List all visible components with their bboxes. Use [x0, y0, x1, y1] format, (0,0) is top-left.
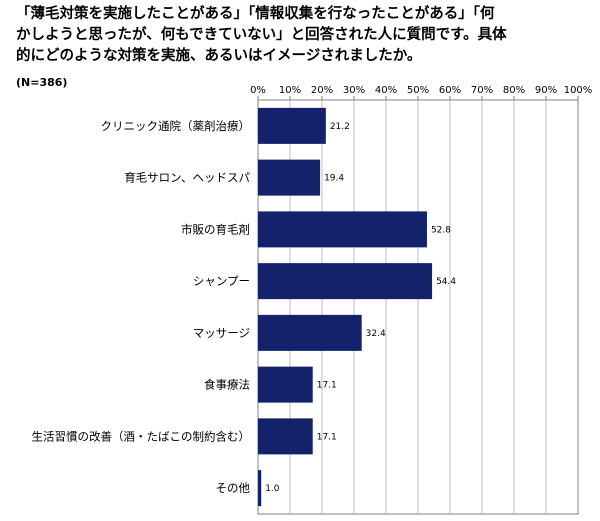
category-label: 食事療法 — [204, 378, 250, 392]
bar — [258, 418, 313, 455]
x-tick-label: 50% — [407, 85, 429, 96]
x-tick-label: 40% — [375, 85, 397, 96]
category-label: 生活習慣の改善（酒・たばこの制約含む） — [32, 429, 251, 443]
title-line: 的にどのような対策を実施、あるいはイメージされましたか。 — [16, 48, 422, 64]
category-label: 市販の育毛剤 — [181, 222, 250, 236]
value-label: 52.8 — [431, 225, 451, 235]
bar — [258, 314, 362, 351]
bar — [258, 263, 433, 300]
x-tick-label: 80% — [503, 85, 525, 96]
category-label: 育毛サロン、ヘッドスパ — [124, 171, 250, 185]
x-tick-label: 10% — [279, 85, 301, 96]
bar — [258, 159, 321, 196]
bar — [258, 366, 313, 403]
title-line: かしようと思ったが、何もできていない」と回答された人に質問です。具体 — [16, 27, 507, 43]
category-label: シャンプー — [193, 274, 250, 288]
x-tick-label: 90% — [535, 85, 557, 96]
value-label: 54.4 — [436, 277, 456, 287]
bar — [258, 107, 326, 144]
sample-size-note: (N=386) — [16, 76, 68, 89]
value-label: 19.4 — [324, 174, 344, 184]
x-tick-label: 100% — [564, 85, 593, 96]
x-tick-label: 60% — [439, 85, 461, 96]
value-label: 32.4 — [366, 329, 386, 339]
value-label: 21.2 — [330, 122, 350, 132]
value-label: 1.0 — [265, 484, 280, 494]
x-tick-label: 70% — [471, 85, 493, 96]
bar — [258, 211, 427, 248]
chart-title: 「薄毛対策を実施したことがある」「情報収集を行なったことがある」「何 かしようと… — [16, 4, 594, 67]
value-label: 17.1 — [317, 432, 337, 442]
bar — [258, 470, 262, 507]
value-label: 17.1 — [317, 381, 337, 391]
category-label: クリニック通院（薬剤治療） — [101, 119, 251, 133]
category-label: その他 — [216, 481, 251, 495]
x-tick-label: 0% — [250, 85, 266, 96]
title-line: 「薄毛対策を実施したことがある」「情報収集を行なったことがある」「何 — [16, 6, 495, 22]
category-label: マッサージ — [193, 326, 250, 340]
x-tick-label: 30% — [343, 85, 365, 96]
x-tick-label: 20% — [311, 85, 333, 96]
